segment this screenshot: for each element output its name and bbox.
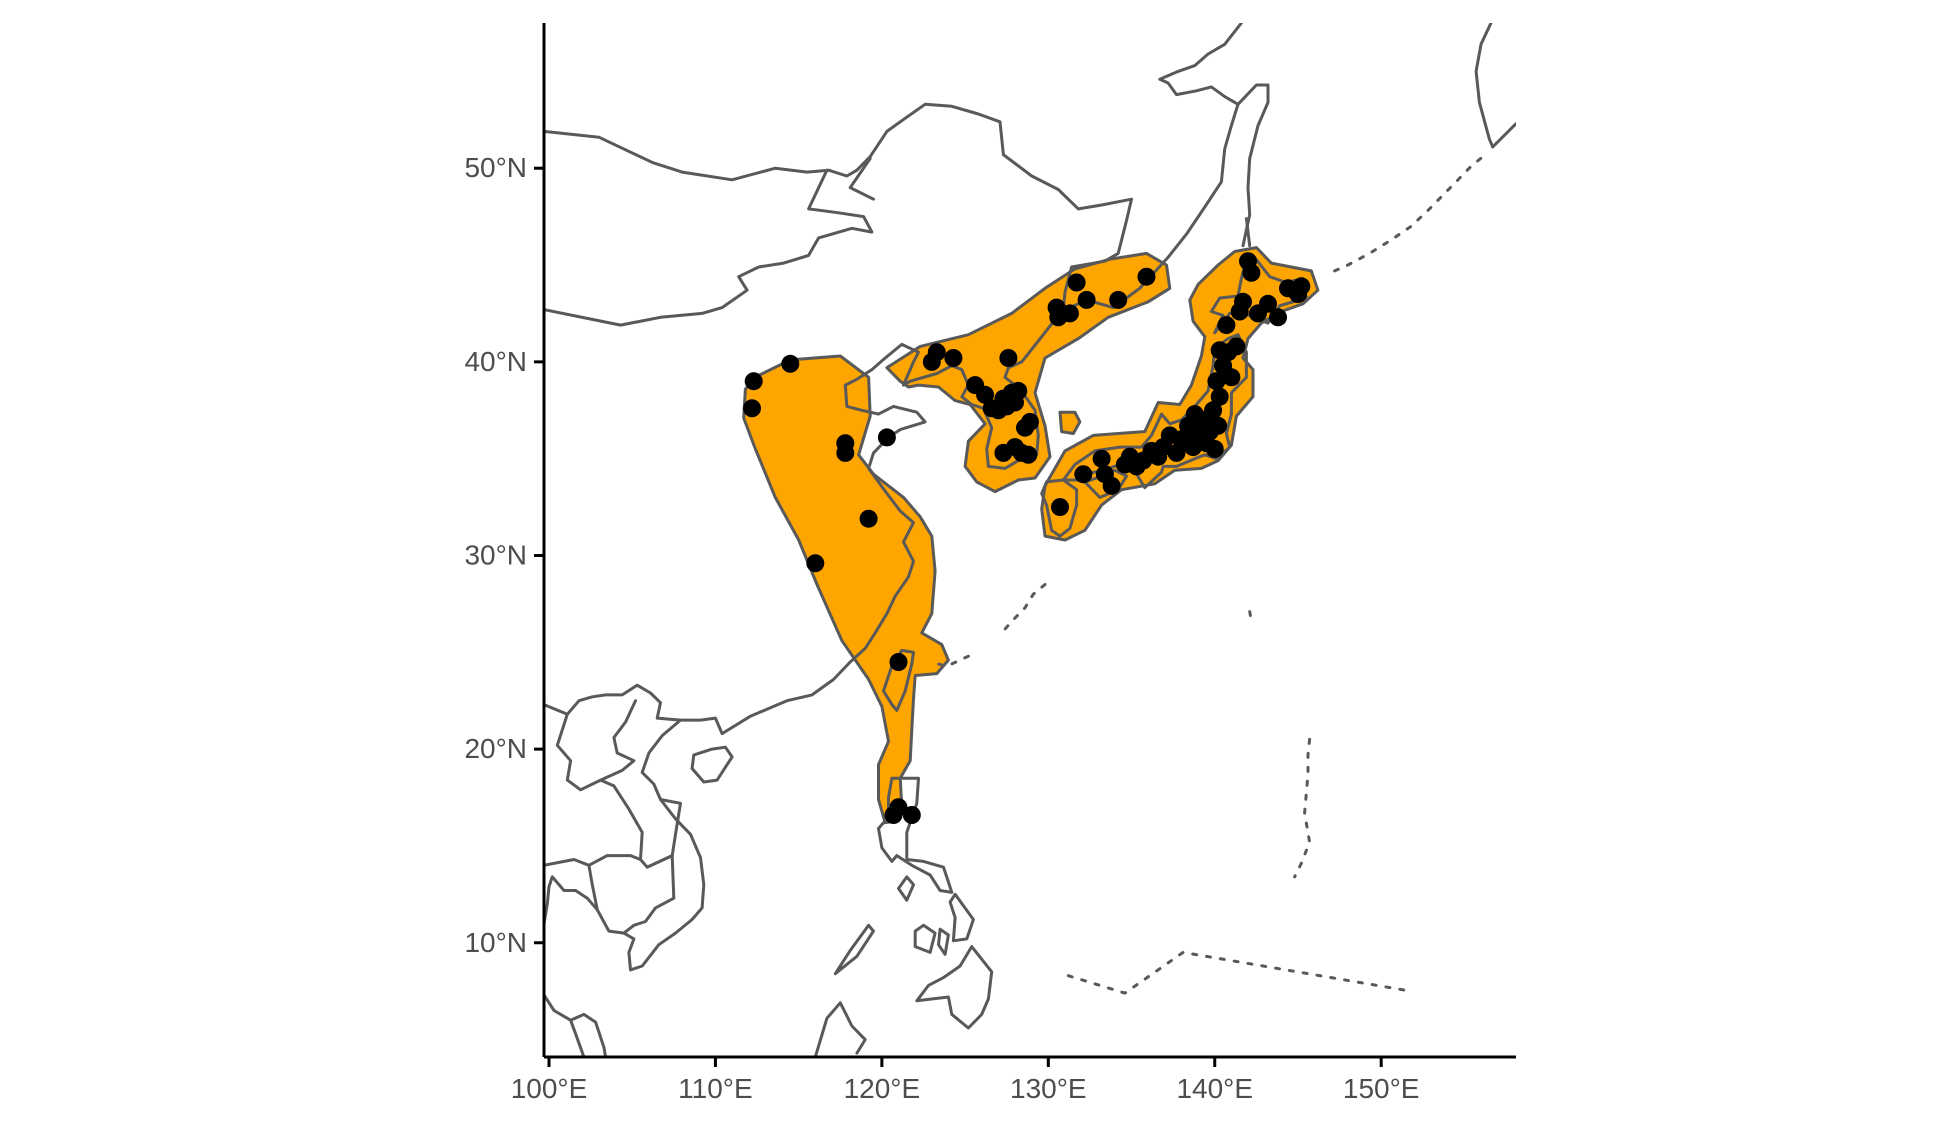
border-line-6 (555, 712, 676, 935)
occurrence-point (1204, 401, 1223, 420)
x-tick-label: 100°E (511, 1073, 588, 1104)
border-line-4 (544, 342, 954, 972)
occurrence-point (1074, 465, 1093, 484)
occurrence-point (1222, 368, 1241, 387)
x-tick-label: 120°E (844, 1073, 921, 1104)
border-line-0 (544, 102, 1133, 317)
occurrence-point (877, 428, 896, 447)
occurrence-point (1227, 337, 1246, 356)
border-line-7 (599, 699, 637, 782)
occurrence-point (1102, 476, 1121, 495)
occurrence-point (1109, 290, 1128, 309)
occurrence-point (1137, 267, 1156, 286)
border-line-5 (544, 683, 682, 722)
border-line-20 (915, 945, 994, 1030)
island-chain-4 (1293, 737, 1312, 879)
occurrence-point (927, 343, 946, 362)
y-tick-label: 20°N (464, 733, 527, 764)
island-chain-3 (1248, 610, 1253, 623)
occurrence-point (1217, 316, 1236, 335)
occurrence-point (1019, 445, 1038, 464)
x-tick-label: 130°E (1010, 1073, 1087, 1104)
border-line-28 (1158, 23, 1243, 106)
border-line-21 (833, 923, 875, 976)
occurrence-point (1269, 308, 1287, 327)
y-tick-label: 50°N (464, 152, 527, 183)
occurrence-point (1205, 440, 1224, 458)
occurrence-point (1021, 412, 1039, 431)
occurrence-point (743, 399, 761, 418)
occurrence-point (1207, 372, 1226, 391)
border-line-9 (645, 798, 682, 869)
border-line-11 (544, 993, 608, 1057)
occurrence-point (836, 443, 855, 462)
occurrence-point (1092, 449, 1111, 468)
border-line-12 (569, 1018, 586, 1057)
occurrence-point (976, 385, 995, 404)
occurrence-point (1009, 381, 1028, 400)
border-line-24 (1083, 468, 1128, 499)
occurrence-point (1210, 387, 1229, 406)
island-chain-1 (1001, 583, 1047, 633)
occurrence-point (1167, 443, 1186, 462)
occurrence-point (1292, 277, 1311, 296)
border-line-15 (877, 776, 954, 894)
x-tick-label: 110°E (678, 1073, 753, 1104)
occurrence-point (781, 354, 800, 373)
x-tick-label: 150°E (1343, 1073, 1420, 1104)
island-chain-5 (1066, 950, 1413, 995)
border-line-16 (948, 892, 975, 943)
occurrence-point (1077, 290, 1096, 309)
border-line-31 (1474, 23, 1495, 149)
border-line-10 (544, 858, 591, 867)
y-tick-label: 10°N (464, 927, 527, 958)
occurrence-point (889, 653, 908, 671)
y-tick-label: 40°N (464, 346, 527, 377)
border-line-17 (913, 923, 937, 954)
border-line-27 (1236, 83, 1270, 248)
occurrence-point (884, 806, 903, 824)
occurrence-point (1259, 294, 1277, 313)
border-line-18 (937, 927, 950, 956)
border-line-22 (813, 1001, 867, 1057)
occurrence-point (1234, 292, 1252, 311)
occurrence-point (902, 806, 921, 824)
occurrence-point (944, 349, 963, 367)
x-axis-ticks: 100°E 110°E 120°E 130°E 140°E 150°E (511, 1057, 1420, 1104)
border-line-2 (848, 157, 875, 201)
border-line-19 (897, 875, 915, 902)
occurrence-point (1067, 273, 1086, 292)
y-tick-label: 30°N (464, 539, 527, 570)
border-line-8 (587, 854, 642, 912)
map-panel (544, 23, 1516, 1057)
occurrence-point (859, 509, 878, 528)
axes: 10°N 20°N 30°N 40°N 50°N 100°E 110°E 120°E 130°… (464, 23, 1516, 1104)
range-polygon-3 (1058, 410, 1082, 435)
occurrence-point (1060, 304, 1079, 323)
occurrence-points-layer (743, 252, 1311, 824)
x-tick-label: 140°E (1176, 1073, 1253, 1104)
y-axis-ticks: 10°N 20°N 30°N 40°N 50°N (464, 152, 544, 958)
range-polygon-1 (885, 251, 1172, 494)
border-line-1 (544, 168, 874, 327)
occurrence-point (1051, 498, 1069, 517)
border-line-3 (950, 313, 1060, 470)
island-chain-0 (1333, 151, 1490, 273)
occurrence-point (999, 349, 1018, 367)
border-line-32 (1491, 122, 1516, 149)
border-line-23 (1040, 478, 1079, 538)
border-line-30 (1244, 217, 1252, 248)
border-line-25 (1061, 333, 1248, 490)
occurrence-point (1209, 416, 1228, 435)
island-chains-layer (930, 151, 1490, 995)
border-line-13 (690, 745, 734, 784)
occurrence-point (1242, 263, 1261, 282)
occurrence-point (744, 372, 763, 391)
occurrence-point (1210, 341, 1229, 360)
island-chain-2 (930, 654, 970, 668)
occurrence-point (806, 554, 825, 573)
